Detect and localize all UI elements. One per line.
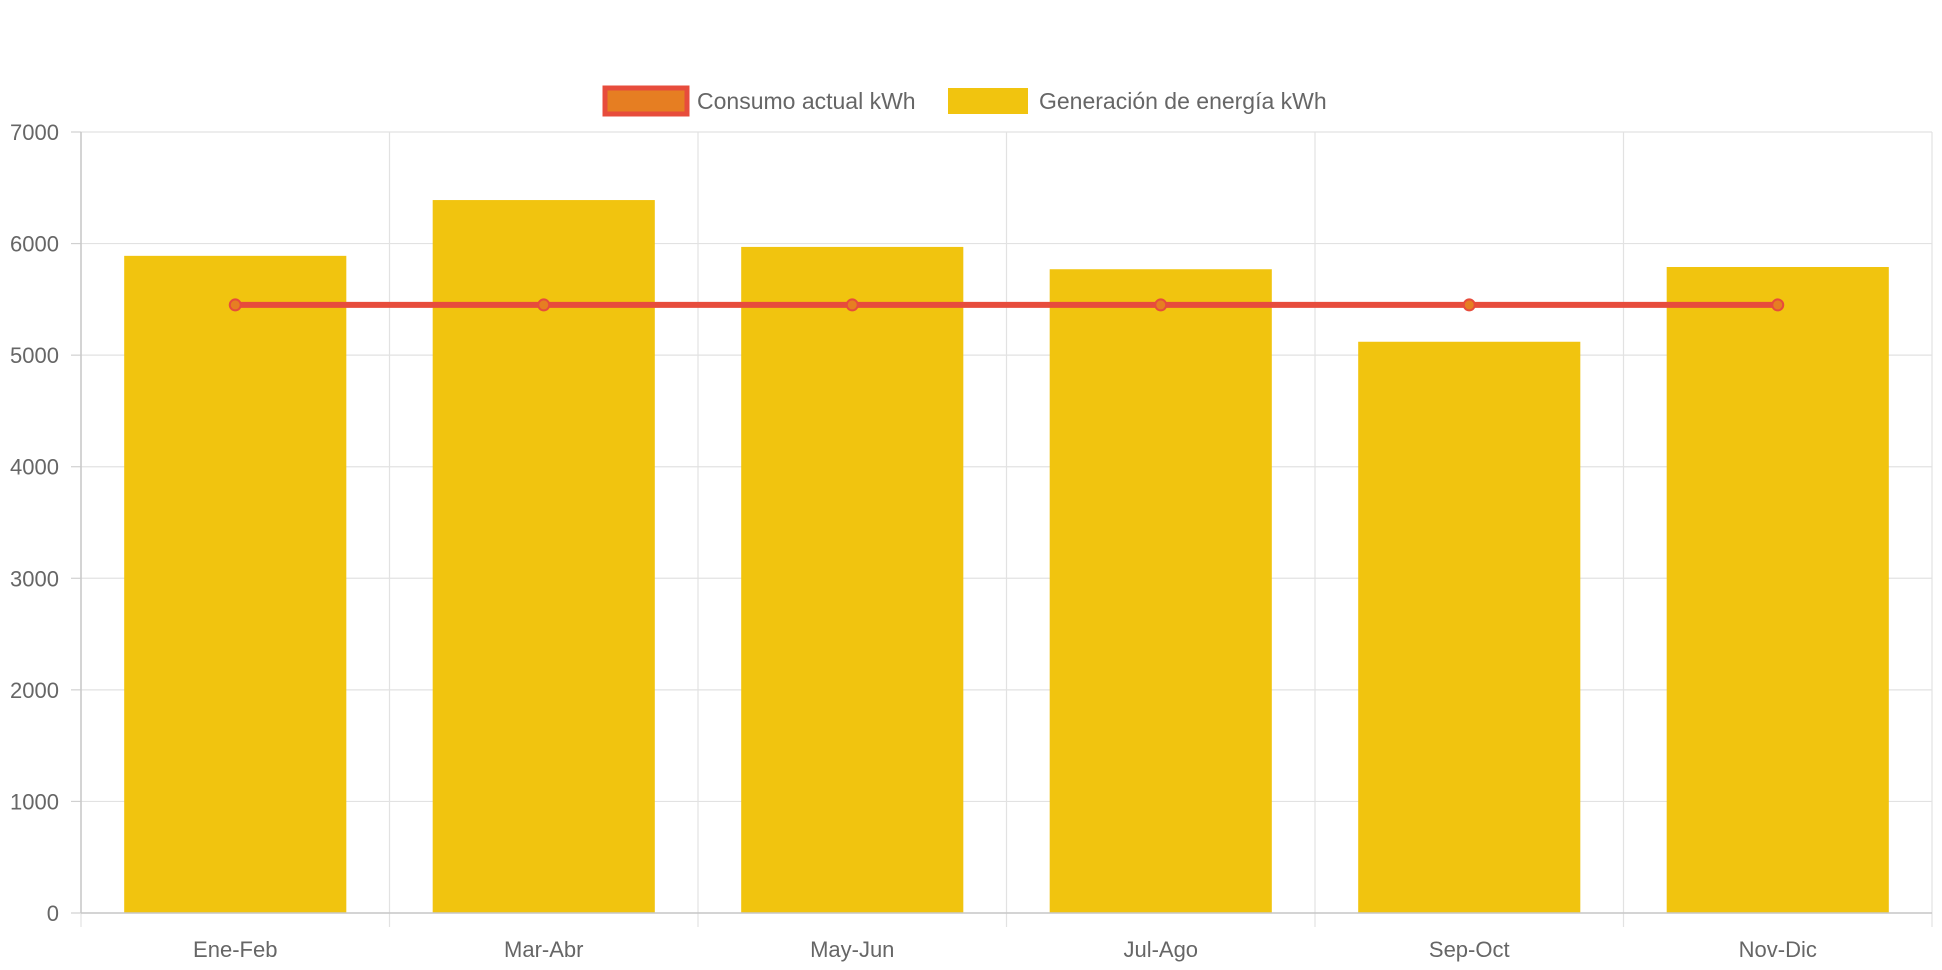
- legend-swatch-consumo: [602, 85, 690, 117]
- y-tick-label: 1000: [10, 789, 59, 814]
- x-axis-labels: Ene-Feb Mar-Abr May-Jun Jul-Ago Sep-Oct Nov-D…: [193, 937, 1817, 962]
- legend-label-consumo: Consumo actual kWh: [697, 88, 916, 114]
- y-tick-label: 4000: [10, 455, 59, 480]
- bar-jul-ago: [1049, 269, 1272, 913]
- bar-ene-feb: [124, 255, 347, 913]
- bar-nov-dic: [1666, 267, 1889, 913]
- bar-sep-oct: [1358, 341, 1581, 913]
- x-tick-label: Nov-Dic: [1739, 937, 1817, 962]
- bar-mar-abr: [432, 200, 655, 913]
- consumo-point-jul-ago: [1154, 298, 1168, 312]
- legend-label-generacion: Generación de energía kWh: [1039, 88, 1327, 114]
- legend: Consumo actual kWh Generación de energía…: [602, 85, 1327, 117]
- y-axis-labels: 0 1000 2000 3000 4000 5000 6000 7000: [10, 120, 59, 926]
- x-tick-label: Sep-Oct: [1429, 937, 1510, 962]
- y-tick-label: 5000: [10, 343, 59, 368]
- grid: [71, 131, 1933, 927]
- x-tick-label: Mar-Abr: [504, 937, 583, 962]
- x-tick-label: Ene-Feb: [193, 937, 277, 962]
- y-tick-label: 0: [47, 901, 59, 926]
- axes: [80, 132, 1932, 914]
- y-tick-label: 2000: [10, 678, 59, 703]
- bars: [124, 200, 1889, 913]
- consumo-point-ene-feb: [228, 298, 242, 312]
- legend-item-generacion[interactable]: Generación de energía kWh: [948, 88, 1327, 114]
- y-tick-label: 3000: [10, 566, 59, 591]
- consumo-point-may-jun: [845, 298, 859, 312]
- x-tick-label: May-Jun: [810, 937, 894, 962]
- legend-item-consumo[interactable]: Consumo actual kWh: [602, 85, 916, 117]
- consumo-point-nov-dic: [1771, 298, 1785, 312]
- legend-swatch-generacion: [948, 88, 1028, 114]
- y-tick-label: 6000: [10, 232, 59, 257]
- consumo-point-sep-oct: [1462, 298, 1476, 312]
- y-tick-label: 7000: [10, 120, 59, 145]
- line-series: [228, 298, 1785, 312]
- x-tick-label: Jul-Ago: [1123, 937, 1198, 962]
- bar-may-jun: [741, 246, 964, 913]
- consumo-point-mar-abr: [537, 298, 551, 312]
